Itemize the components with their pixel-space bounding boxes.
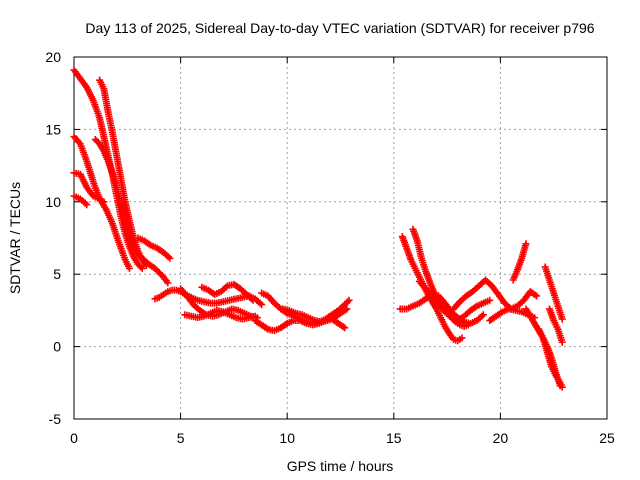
data-points (70, 66, 566, 391)
series-arc-10 (198, 280, 257, 304)
data-point (558, 383, 566, 391)
series-arc-23 (535, 325, 566, 391)
y-axis: -5 0 5 10 15 20 (45, 49, 607, 427)
x-tick-label: 15 (386, 430, 402, 446)
plot-frame (73, 56, 608, 420)
series-arc-11 (181, 306, 259, 323)
data-point (458, 334, 466, 342)
data-point (138, 264, 146, 272)
data-point (486, 296, 494, 304)
data-point (343, 305, 351, 313)
series-arc-6 (91, 136, 172, 287)
x-tick-label: 25 (599, 430, 615, 446)
data-point (125, 264, 133, 272)
data-point (522, 240, 530, 248)
series-arc-7 (134, 234, 174, 262)
series-arc-24 (541, 263, 566, 323)
series-arc-4 (70, 192, 91, 209)
data-point (137, 263, 145, 271)
data-point (344, 298, 352, 306)
x-tick-label: 10 (279, 430, 295, 446)
series-arc-3 (70, 169, 108, 206)
data-point (249, 296, 257, 304)
y-tick-label: 5 (53, 266, 61, 282)
chart-title: Day 113 of 2025, Sidereal Day-to-day VTE… (85, 20, 594, 36)
data-point (558, 338, 566, 346)
y-tick-label: 10 (45, 194, 61, 210)
x-tick-label: 5 (177, 430, 185, 446)
series-arc-14 (279, 305, 351, 326)
y-tick-label: 0 (53, 339, 61, 355)
y-axis-label: SDTVAR / TECUs (7, 182, 23, 294)
y-tick-label: 20 (45, 49, 61, 65)
grid (74, 57, 607, 419)
data-point (166, 254, 174, 262)
data-point (558, 315, 566, 323)
data-point (100, 198, 108, 206)
data-point (341, 324, 349, 332)
y-tick-label: 15 (45, 121, 61, 137)
y-tick-label: -5 (49, 411, 62, 427)
data-point (479, 311, 487, 319)
data-point (164, 279, 172, 287)
data-point (345, 296, 353, 304)
series-arc-2 (70, 133, 133, 272)
data-point (258, 301, 266, 309)
x-tick-label: 0 (70, 430, 78, 446)
x-axis-label: GPS time / hours (287, 458, 394, 474)
series-arc-25 (545, 305, 566, 346)
data-point (533, 292, 541, 300)
x-axis: 0 5 10 15 20 25 (70, 57, 615, 446)
x-tick-label: 20 (493, 430, 509, 446)
series-arc-19 (449, 276, 541, 313)
series-arc-21 (509, 240, 530, 284)
series-arc-18 (415, 277, 494, 325)
data-point (83, 201, 91, 209)
